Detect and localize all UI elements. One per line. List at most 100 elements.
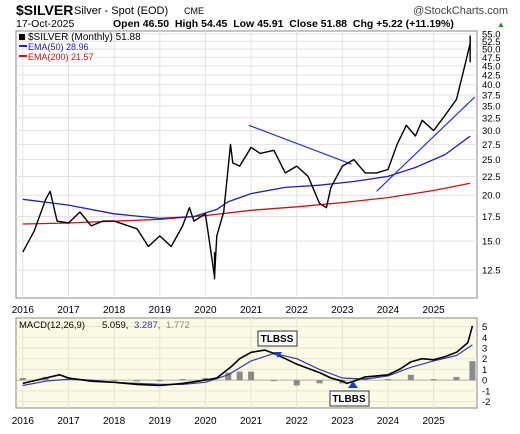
macd-y-tick-label: -1	[482, 386, 490, 397]
macd-histogram-bar	[293, 380, 300, 386]
macd-histogram-bar	[453, 376, 460, 381]
price-y-tick-label: 47.5	[482, 53, 501, 64]
price-y-tick-label: 42.5	[482, 70, 501, 81]
macd-histogram-bar	[248, 371, 255, 381]
price-grid	[16, 31, 477, 298]
ema200-line	[22, 182, 471, 225]
macd-x-tick-label: 2024	[377, 416, 400, 427]
macd-y-tick-label: 0	[482, 376, 487, 387]
macd-y-tick-label: 5	[482, 322, 487, 333]
macd-histogram-bar	[270, 380, 277, 382]
price-y-tick-label: 20.0	[482, 191, 501, 202]
macd-x-tick-label: 2025	[423, 416, 446, 427]
price-y-tick-label: 32.5	[482, 113, 501, 124]
price-x-ticks: 2016 2017 2018 2019 2020 2021 2022 2023 2024 2025	[12, 305, 445, 316]
price-x-tick-label: 2020	[194, 305, 217, 316]
macd-histogram-bar	[384, 379, 391, 381]
macd-x-tick-label: 2023	[331, 416, 354, 427]
ema50-line	[22, 135, 471, 220]
tlbss-box	[257, 330, 298, 347]
watermark: @StockCharts.com	[413, 5, 508, 17]
price-x-tick-label: 2019	[149, 305, 172, 316]
price-path	[22, 43, 471, 278]
price-x-tick-label: 2016	[12, 305, 35, 316]
macd-x-tick-label: 2017	[57, 416, 80, 427]
price-x-tick-label: 2022	[286, 305, 309, 316]
price-y-tick-label: 27.5	[482, 140, 501, 151]
macd-value: 5.059,	[102, 320, 128, 331]
macd-x-tick-label: 2022	[286, 416, 309, 427]
macd-histogram-bar	[430, 379, 437, 381]
price-y-tick-label: 50.0	[482, 45, 501, 56]
macd-x-tick-label: 2019	[149, 416, 172, 427]
macd-histogram-bar	[202, 378, 209, 381]
price-panel: 12.5 15.0 17.5 20.0 22.5 25.0 27.5 30.0 32.535.0…	[12, 29, 501, 316]
macd-y-tick-label: 4	[482, 333, 487, 344]
price-y-ticks: 12.5 15.0 17.5 20.0 22.5 25.0 27.5 30.0 32.535.0…	[482, 29, 501, 276]
description: Silver - Spot (EOD)	[74, 5, 168, 17]
macd-y-tick-label: 2	[482, 354, 487, 365]
change-up-icon: ▲	[497, 20, 505, 29]
tlbbs-marker-icon	[348, 381, 358, 388]
trendline-path	[248, 124, 352, 165]
tlbss-marker-icon	[274, 352, 282, 358]
macd-signal-value: 3.287,	[134, 320, 160, 331]
price-series	[22, 35, 471, 280]
legend-price: $SILVER (Monthly) 51.88	[28, 32, 141, 43]
macd-histogram-bar	[225, 372, 232, 381]
macd-histogram-bar	[316, 380, 323, 384]
price-y-tick-label: 40.0	[482, 80, 501, 91]
price-x-tick-label: 2017	[57, 305, 80, 316]
ema50-path	[22, 135, 471, 220]
price-y-tick-label: 30.0	[482, 126, 501, 137]
symbol: $SILVER	[16, 2, 73, 18]
macd-histogram-bar	[133, 380, 140, 382]
macd-histogram-bar	[111, 380, 118, 382]
trendline-path	[376, 96, 476, 192]
macd-x-tick-label: 2020	[194, 416, 217, 427]
macd-histogram-bar	[156, 380, 163, 382]
trendlines	[248, 96, 476, 192]
macd-histogram-bar	[407, 374, 414, 381]
tlbbs-label: TLBBS	[332, 394, 366, 405]
price-y-tick-label: 15.0	[482, 237, 501, 248]
price-y-tick-label: 17.5	[482, 212, 501, 223]
macd-histogram-bar	[19, 378, 26, 381]
price-panel-frame	[15, 30, 478, 299]
macd-y-tick-label: 3	[482, 344, 487, 355]
price-y-tick-label: 52.5	[482, 37, 501, 48]
tlbbs-box	[329, 390, 370, 407]
price-x-tick-label: 2018	[103, 305, 126, 316]
legend-ema200: EMA(200) 21.57	[28, 52, 94, 62]
macd-label: MACD(12,26,9)	[19, 320, 85, 331]
macd-x-tick-label: 2016	[12, 416, 35, 427]
tlbss-label: TLBSS	[261, 334, 294, 345]
price-y-tick-label: 45.0	[482, 61, 501, 72]
macd-grid	[16, 318, 477, 408]
macd-x-ticks: 2016 2017 2018 2019 2020 2021 2022 2023 2024 2025	[12, 416, 445, 427]
macd-x-tick-label: 2021	[240, 416, 263, 427]
macd-histogram-bar	[236, 371, 243, 381]
macd-histogram-bar	[469, 361, 476, 381]
price-y-tick-label: 55.0	[482, 29, 501, 40]
ohlc-summary: Open 46.50 High 54.45 Low 45.91 Close 51…	[113, 18, 454, 30]
macd-y-tick-label: -2	[482, 397, 490, 408]
price-y-tick-label: 12.5	[482, 266, 501, 277]
price-x-tick-label: 2023	[331, 305, 354, 316]
date: 17-Oct-2025	[16, 18, 75, 30]
price-x-tick-label: 2021	[240, 305, 263, 316]
price-y-tick-label: 35.0	[482, 101, 501, 112]
exchange: CME	[184, 6, 204, 16]
price-y-tick-label: 37.5	[482, 90, 501, 101]
macd-path	[22, 325, 474, 387]
price-x-tick-label: 2025	[423, 305, 446, 316]
legend-price-swatch	[19, 34, 25, 40]
macd-hist-value: 1.772	[166, 320, 190, 331]
macd-y-tick-label: 1	[482, 365, 487, 376]
price-y-tick-label: 22.5	[482, 172, 501, 183]
ema200-path	[22, 182, 471, 225]
